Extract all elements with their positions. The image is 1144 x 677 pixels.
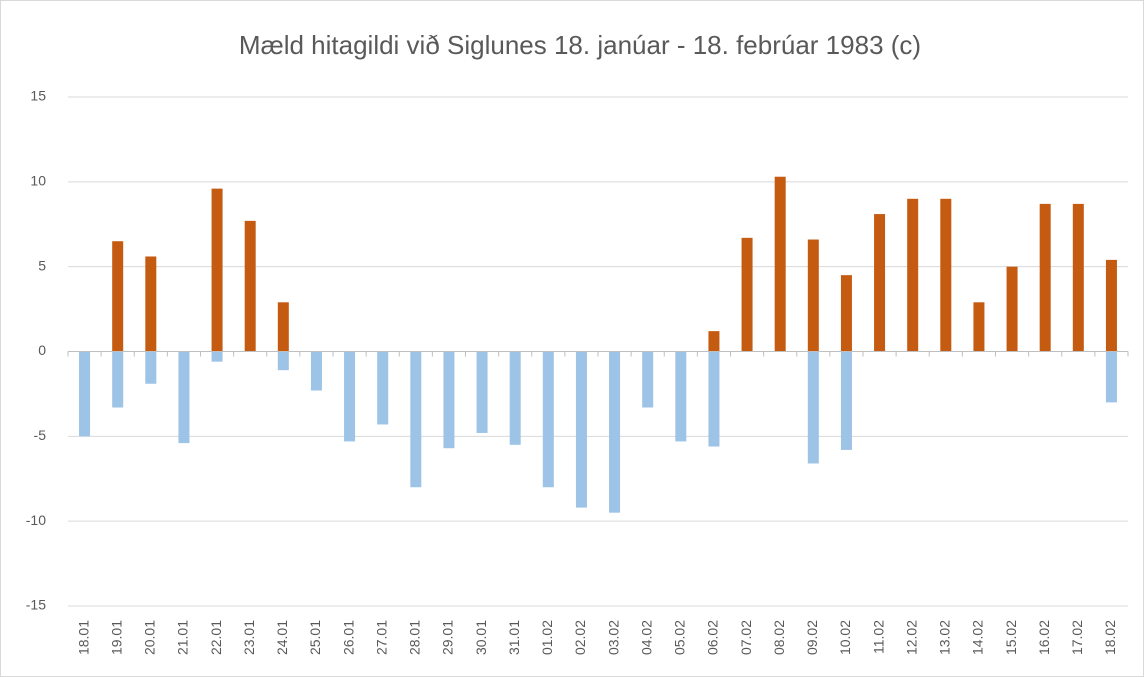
x-tick-label: 11.02 <box>870 620 886 654</box>
bar <box>410 351 422 488</box>
x-tick-label: 26.01 <box>340 620 356 655</box>
y-tick-label: -15 <box>26 597 46 613</box>
x-tick-label: 04.02 <box>638 620 654 655</box>
y-tick-label: 10 <box>30 173 46 189</box>
bar <box>112 351 124 408</box>
x-tick-label: 03.02 <box>605 620 621 655</box>
bar <box>509 351 521 445</box>
x-tick-label: 24.01 <box>274 620 290 655</box>
x-tick-label: 30.01 <box>473 620 489 655</box>
bar <box>79 351 91 437</box>
bar <box>476 351 488 433</box>
bar <box>642 351 654 408</box>
bar <box>244 220 256 352</box>
bar <box>741 237 753 352</box>
y-tick-label: 15 <box>30 88 46 104</box>
bar <box>1105 351 1117 403</box>
x-tick-label: 08.02 <box>771 620 787 655</box>
bar <box>1039 203 1051 352</box>
bar <box>211 188 223 352</box>
bar <box>277 351 289 371</box>
bar <box>1006 266 1018 352</box>
x-tick-label: 06.02 <box>705 620 721 655</box>
bar <box>609 351 621 513</box>
bar <box>310 351 322 391</box>
bar <box>807 239 819 352</box>
bar <box>178 351 190 444</box>
x-tick-label: 13.02 <box>937 620 953 655</box>
bar <box>840 351 852 450</box>
bar <box>774 176 786 352</box>
bar <box>1072 203 1084 352</box>
x-tick-label: 14.02 <box>970 620 986 655</box>
bar <box>542 351 554 488</box>
x-tick-label: 05.02 <box>672 620 688 655</box>
y-tick-label: -5 <box>34 427 47 443</box>
x-tick-label: 15.02 <box>1003 620 1019 655</box>
bar <box>840 275 852 352</box>
bar <box>575 351 587 508</box>
x-tick-label: 09.02 <box>804 620 820 655</box>
bar <box>708 351 720 447</box>
bar <box>145 351 157 384</box>
bar <box>377 351 389 425</box>
bar <box>344 351 356 442</box>
y-tick-label: 5 <box>38 257 46 273</box>
bar <box>1105 259 1117 352</box>
bar <box>907 198 919 352</box>
chart-title: Mæld hitagildi við Siglunes 18. janúar -… <box>239 30 921 60</box>
bar <box>807 351 819 464</box>
bar <box>940 198 952 352</box>
x-tick-label: 21.01 <box>175 620 191 655</box>
bar <box>675 351 687 442</box>
x-tick-label: 12.02 <box>903 620 919 655</box>
x-tick-label: 29.01 <box>440 620 456 655</box>
bar <box>874 214 886 352</box>
x-tick-label: 10.02 <box>837 620 853 655</box>
x-tick-label: 22.01 <box>208 620 224 655</box>
x-tick-label: 31.01 <box>506 620 522 655</box>
x-tick-label: 18.02 <box>1102 620 1118 655</box>
x-tick-label: 20.01 <box>142 620 158 655</box>
x-tick-label: 19.01 <box>108 620 124 655</box>
bar <box>973 302 985 352</box>
x-tick-label: 16.02 <box>1036 620 1052 655</box>
x-tick-label: 23.01 <box>241 620 257 655</box>
x-tick-label: 07.02 <box>738 620 754 655</box>
bar <box>443 351 455 449</box>
x-tick-label: 27.01 <box>373 620 389 655</box>
x-tick-label: 17.02 <box>1069 620 1085 655</box>
y-tick-label: -10 <box>26 512 46 528</box>
bar <box>145 256 157 352</box>
x-tick-label: 25.01 <box>307 620 323 655</box>
bar <box>211 351 223 362</box>
bar <box>277 302 289 352</box>
x-tick-label: 01.02 <box>539 620 555 655</box>
y-tick-label: 0 <box>38 342 46 358</box>
x-tick-label: 28.01 <box>407 620 423 655</box>
x-tick-label: 18.01 <box>75 620 91 655</box>
bar <box>112 241 124 352</box>
x-tick-label: 02.02 <box>572 620 588 655</box>
bar <box>708 331 720 352</box>
